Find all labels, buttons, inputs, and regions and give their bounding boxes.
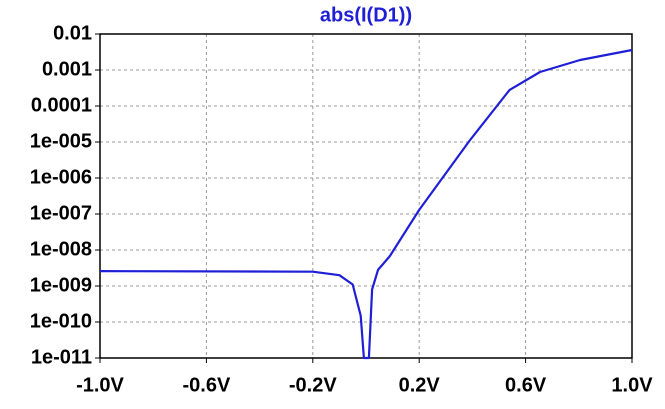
y-tick-label: 1e-006	[30, 166, 92, 188]
chart-title: abs(I(D1))	[320, 4, 412, 26]
x-tick-label: 1.0V	[611, 374, 653, 396]
x-tick-label: -0.6V	[182, 374, 230, 396]
x-tick-label: 0.2V	[399, 374, 441, 396]
y-tick-label: 0.0001	[31, 94, 92, 116]
x-tick-label: -0.2V	[289, 374, 337, 396]
x-tick-label: 0.6V	[505, 374, 547, 396]
plot-frame	[99, 33, 633, 359]
y-tick-label: 1e-007	[30, 202, 92, 224]
x-tick-label: -1.0V	[76, 374, 124, 396]
y-tick-label: 1e-009	[30, 274, 92, 296]
data-line	[99, 48, 633, 360]
y-tick-label: 1e-005	[30, 130, 92, 152]
y-tick-label: 1e-008	[30, 238, 92, 260]
y-tick-label: 0.001	[42, 58, 92, 80]
y-tick-label: 0.01	[53, 22, 92, 44]
y-tick-label: 1e-010	[30, 310, 92, 332]
y-tick-label: 1e-011	[31, 346, 92, 368]
